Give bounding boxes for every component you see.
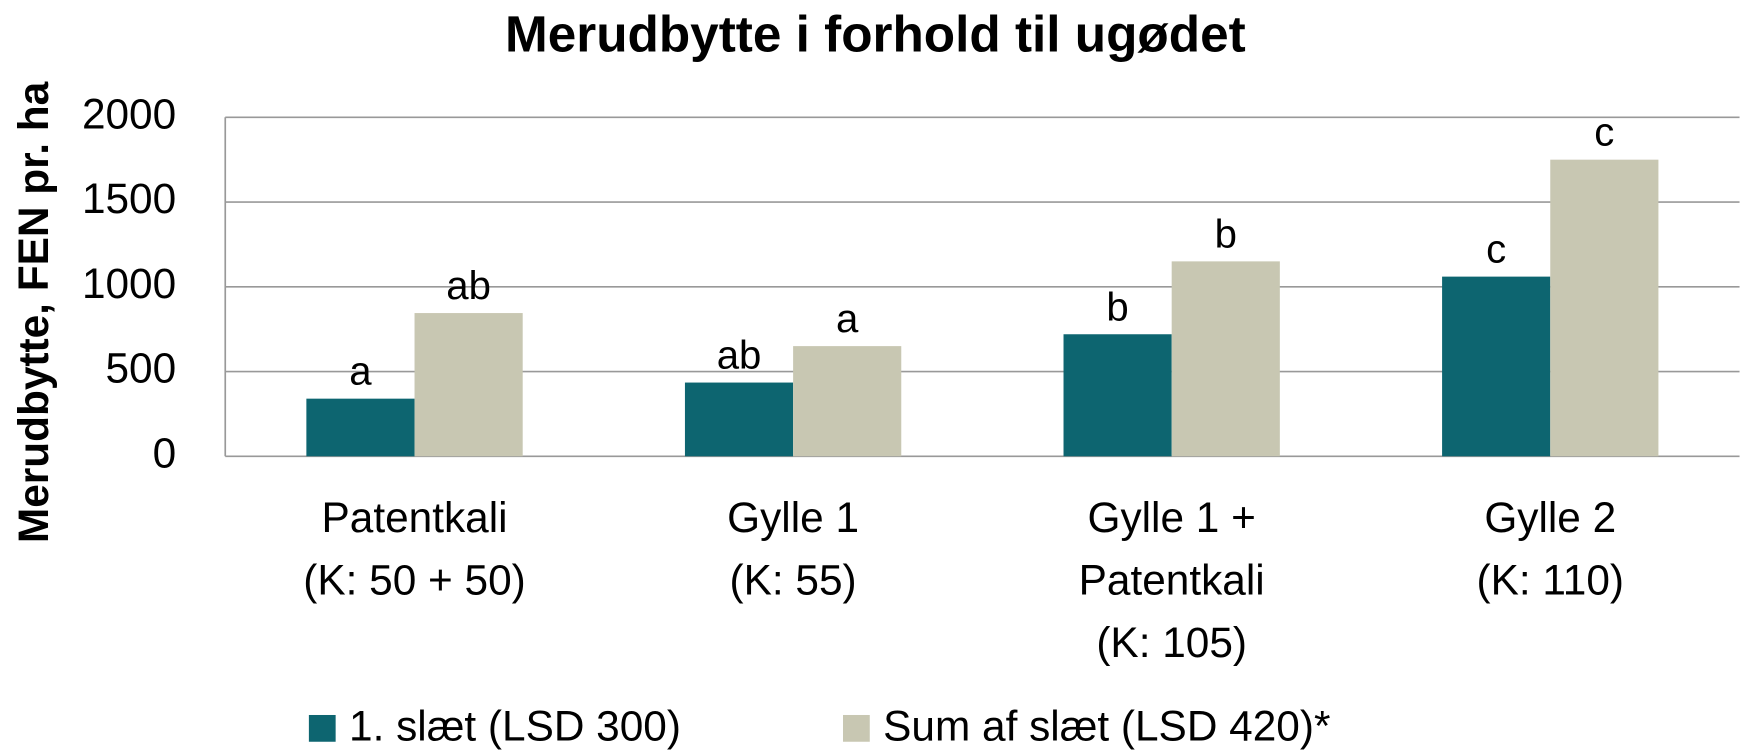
data-label: ab bbox=[717, 333, 762, 378]
bar bbox=[1171, 261, 1280, 457]
chart-title: Merudbytte i forhold til ugødet bbox=[505, 6, 1246, 63]
bar bbox=[1550, 159, 1659, 457]
data-label: a bbox=[836, 296, 859, 341]
data-label: b bbox=[1106, 284, 1128, 329]
bar bbox=[1442, 276, 1551, 457]
legend-label: 1. slæt (LSD 300) bbox=[349, 703, 681, 750]
x-tick-label: (K: 50 + 50) bbox=[303, 557, 526, 604]
x-tick-label: (K: 110) bbox=[1476, 557, 1624, 604]
x-tick-label: (K: 105) bbox=[1096, 619, 1247, 666]
x-tick-label: Patentkali bbox=[322, 494, 508, 541]
y-tick-label: 0 bbox=[153, 429, 177, 476]
data-label: ab bbox=[446, 263, 491, 308]
legend-swatch bbox=[843, 714, 870, 742]
x-tick-label: Gylle 1 bbox=[727, 494, 859, 541]
bar bbox=[414, 313, 523, 457]
data-label: c bbox=[1486, 227, 1506, 272]
legend-label: Sum af slæt (LSD 420)* bbox=[883, 703, 1330, 750]
data-label: a bbox=[349, 349, 372, 394]
y-tick-label: 1500 bbox=[82, 175, 176, 222]
y-tick-label: 1000 bbox=[82, 260, 176, 307]
data-label: b bbox=[1215, 211, 1237, 256]
x-tick-label: Gylle 2 bbox=[1484, 494, 1616, 541]
x-tick-label: Patentkali bbox=[1079, 557, 1265, 604]
x-tick-label: Gylle 1 + bbox=[1088, 494, 1256, 541]
legend-swatch bbox=[308, 714, 336, 742]
bar bbox=[684, 382, 794, 457]
x-tick-label: (K: 55) bbox=[730, 557, 857, 604]
bar bbox=[793, 346, 902, 457]
bar bbox=[306, 398, 415, 457]
data-label: c bbox=[1594, 110, 1614, 155]
y-axis-label: Merudbytte, FEN pr. ha bbox=[10, 81, 57, 543]
y-tick-label: 500 bbox=[105, 345, 176, 392]
bar bbox=[1063, 334, 1172, 457]
y-tick-label: 2000 bbox=[82, 90, 176, 137]
